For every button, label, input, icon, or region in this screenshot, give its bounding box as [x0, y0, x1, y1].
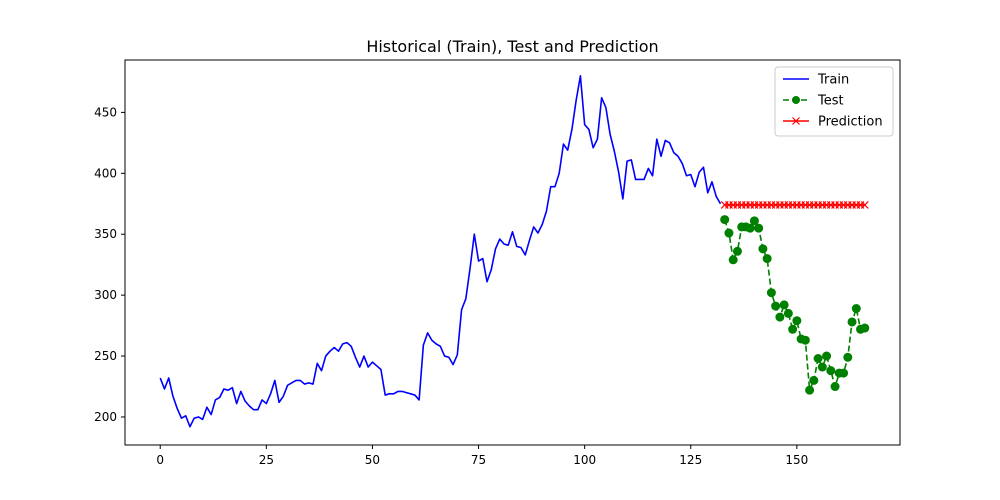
series-test-point [745, 223, 755, 233]
x-tick-label: 150 [785, 453, 808, 467]
legend-train-label: Train [817, 73, 849, 88]
series-test-point [843, 352, 853, 362]
legend: Train Test Prediction [774, 66, 894, 137]
x-tick-label: 50 [365, 453, 380, 467]
y-tick-label: 300 [94, 288, 117, 302]
series-test-point [720, 215, 730, 225]
series-prediction-point [860, 201, 869, 209]
legend-test-marker [792, 96, 800, 104]
series-test-point [813, 353, 823, 363]
y-tick-label: 400 [94, 166, 117, 180]
y-tick-label: 450 [94, 105, 117, 119]
series-test-point [758, 244, 768, 254]
series-test-point [839, 368, 849, 378]
series-test-point [830, 382, 840, 392]
series-train-line [159, 75, 722, 428]
legend-prediction-marker [792, 117, 800, 125]
series-test-point [762, 254, 772, 264]
series-test-point [809, 375, 819, 385]
series-test-point [766, 288, 776, 298]
x-tick-label: 0 [156, 453, 164, 467]
series-test-point [754, 223, 764, 233]
x-tick-label: 75 [471, 453, 486, 467]
series-test-point [732, 246, 742, 256]
chart-title: Historical (Train), Test and Prediction [366, 37, 658, 56]
series-test-point [788, 324, 798, 334]
series-test-point [749, 216, 759, 226]
series-test-point [779, 300, 789, 310]
x-tick-label: 100 [573, 453, 596, 467]
series-test-point [826, 366, 836, 376]
y-axis: 200 250 300 350 400 450 [94, 105, 125, 424]
series-test-point [860, 323, 870, 333]
series-test-point [775, 312, 785, 322]
series-test-point [724, 228, 734, 238]
legend-box [774, 66, 894, 137]
series-test-point [817, 362, 827, 372]
x-axis: 0 25 50 75 100 125 150 [156, 445, 808, 467]
series-test-point [847, 317, 857, 327]
y-tick-label: 250 [94, 349, 117, 363]
legend-test-label: Test [817, 94, 844, 109]
series-test-point [851, 304, 861, 314]
series-test-point [783, 308, 793, 318]
axes-frame [124, 59, 901, 446]
series-test-point [792, 316, 802, 326]
series-test-point [771, 301, 781, 311]
x-tick-label: 25 [259, 453, 274, 467]
y-tick-label: 200 [94, 410, 117, 424]
series-test-point [822, 351, 832, 361]
plot-area [124, 59, 901, 446]
series-test-point [800, 335, 810, 345]
y-tick-label: 350 [94, 227, 117, 241]
series-test-point [728, 255, 738, 265]
legend-prediction-label: Prediction [818, 115, 883, 130]
x-tick-label: 125 [679, 453, 702, 467]
series-test-point [805, 385, 815, 395]
